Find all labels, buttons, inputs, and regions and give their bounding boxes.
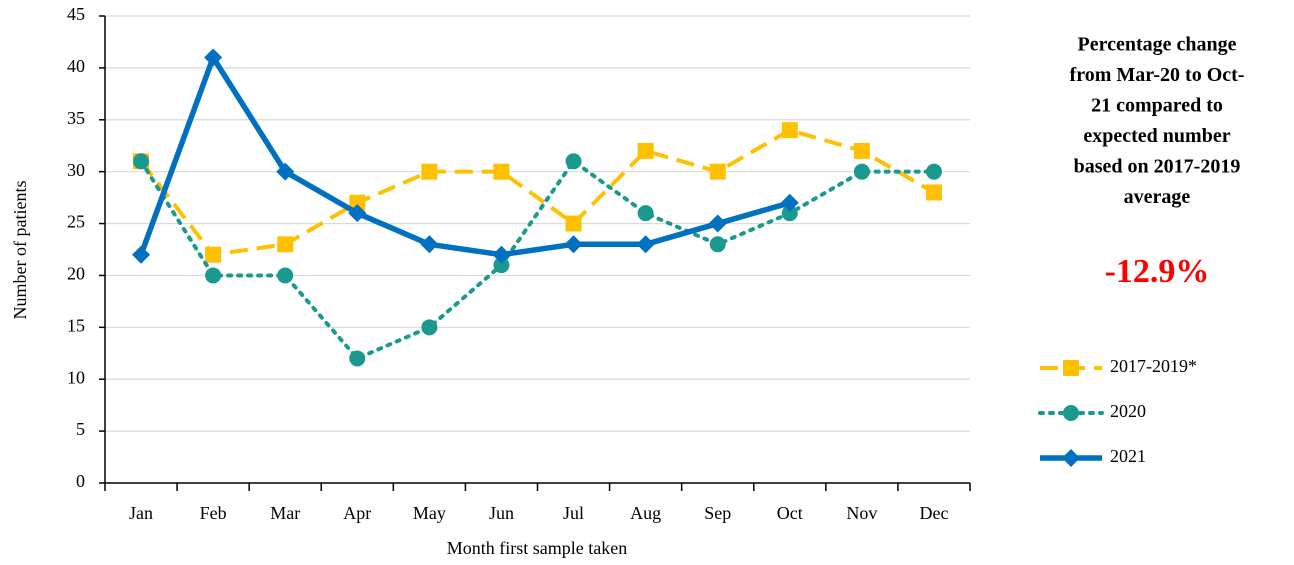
point	[780, 193, 799, 212]
y-tick-label: 10	[67, 367, 85, 387]
legend-marker	[1063, 360, 1079, 376]
x-tick-label: Jun	[489, 503, 514, 523]
point	[349, 194, 366, 211]
point	[348, 204, 367, 223]
point	[205, 246, 222, 263]
point	[925, 163, 942, 180]
point	[708, 214, 727, 233]
annotation: average	[1124, 186, 1191, 208]
point	[565, 153, 582, 170]
x-axis-title: Month first sample taken	[447, 538, 627, 558]
point	[277, 236, 294, 253]
annotation: from Mar-20 to Oct-	[1070, 64, 1245, 86]
x-tick-label: Sep	[704, 503, 731, 523]
point	[204, 48, 223, 67]
y-tick-label: 40	[67, 56, 85, 76]
point	[636, 235, 655, 254]
legend-marker	[1062, 449, 1080, 467]
x-tick-label: Aug	[630, 503, 661, 523]
point	[492, 245, 511, 264]
x-tick-label: Jan	[129, 503, 153, 523]
point	[925, 184, 942, 201]
point	[781, 122, 798, 139]
y-tick-label: 35	[67, 108, 85, 128]
annotation: based on 2017-2019	[1074, 156, 1241, 178]
point	[637, 142, 654, 159]
y-tick-label: 30	[67, 160, 85, 180]
series-line	[139, 128, 935, 257]
point	[709, 163, 726, 180]
point	[709, 236, 726, 253]
x-tick-label: Dec	[919, 503, 948, 523]
point	[205, 267, 222, 284]
x-tick-label: Mar	[270, 503, 300, 523]
point	[564, 235, 583, 254]
point	[493, 163, 510, 180]
y-tick-label: 5	[76, 419, 85, 439]
point	[132, 245, 151, 264]
y-tick-label: 15	[67, 315, 85, 335]
point	[565, 215, 582, 232]
x-tick-label: Oct	[777, 503, 803, 523]
highlight: -12.9%	[1105, 253, 1210, 290]
annotation: 21 compared to	[1091, 95, 1223, 117]
point	[637, 205, 654, 222]
point	[276, 162, 295, 181]
point	[349, 350, 366, 367]
legend-label: 2021	[1110, 446, 1146, 466]
legend-marker	[1063, 405, 1079, 421]
y-tick-label: 20	[67, 264, 85, 284]
point	[420, 235, 439, 254]
y-axis-title: Number of patients	[10, 181, 30, 320]
x-tick-label: Feb	[200, 503, 227, 523]
y-tick-label: 25	[67, 212, 85, 232]
x-tick-label: Nov	[846, 503, 877, 523]
x-tick-label: Apr	[343, 503, 371, 523]
point	[493, 257, 510, 274]
series-line	[139, 159, 936, 361]
y-tick-label: 45	[67, 4, 85, 24]
annotation: expected number	[1083, 125, 1230, 147]
point	[781, 205, 798, 222]
x-tick-label: Jul	[563, 503, 584, 523]
point	[853, 163, 870, 180]
point	[853, 142, 870, 159]
point	[133, 153, 150, 170]
series-line	[138, 54, 791, 258]
point	[421, 319, 438, 336]
legend-label: 2017-2019*	[1110, 356, 1197, 376]
annotation: Percentage change	[1077, 34, 1236, 56]
point	[421, 163, 438, 180]
point	[277, 267, 294, 284]
x-tick-label: May	[413, 503, 446, 523]
y-tick-label: 0	[76, 471, 85, 491]
legend-label: 2020	[1110, 401, 1146, 421]
